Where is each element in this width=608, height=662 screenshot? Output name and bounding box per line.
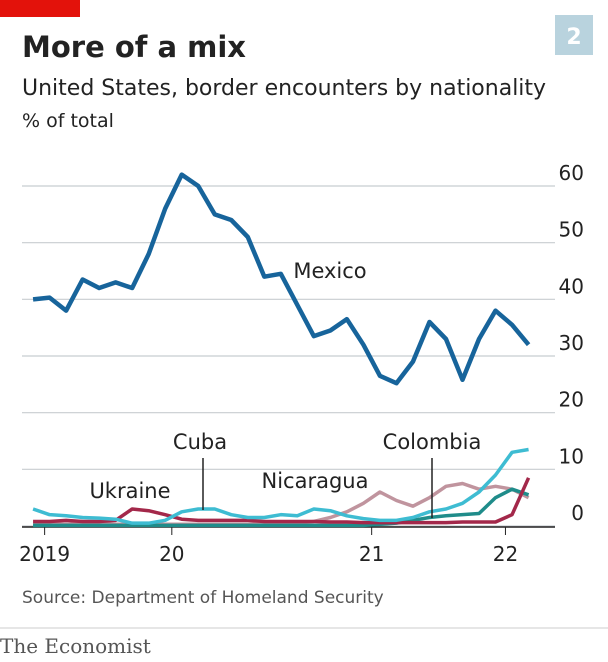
badge: 2 <box>566 25 581 50</box>
y-tick-label: 60 <box>559 161 584 185</box>
y-tick-label: 40 <box>559 274 584 298</box>
series-label: Colombia <box>383 430 482 454</box>
y-tick-label: 50 <box>559 218 584 242</box>
series-line <box>32 447 529 525</box>
y-tick-label: 10 <box>559 444 584 468</box>
x-tick-label: 20 <box>159 542 184 566</box>
series-label: Mexico <box>293 259 366 283</box>
brand: The Economist <box>0 634 151 658</box>
badge-box <box>555 15 593 55</box>
x-tick-label: 21 <box>359 542 384 566</box>
series-line <box>33 487 530 528</box>
y-tick-label: 30 <box>559 331 584 355</box>
y-tick-label: 20 <box>559 388 584 412</box>
chart-title: More of a mix <box>22 30 246 64</box>
y-tick-label: 0 <box>571 501 584 525</box>
brand-tag <box>0 0 80 17</box>
plot: 0 10 20 30 40 50 60 2019 20 21 22 Nicaragua Colombia… <box>19 161 584 566</box>
series-label: Cuba <box>173 430 227 454</box>
x-tick-label: 22 <box>493 542 518 566</box>
series-label: Nicaragua <box>262 469 369 493</box>
series-line <box>32 172 531 386</box>
source: Source: Department of Homeland Security <box>22 588 384 608</box>
series-label: Ukraine <box>89 479 170 503</box>
subtitle: United States, border encounters by nati… <box>22 76 546 101</box>
x-tick-label: 2019 <box>19 542 70 566</box>
unit-label: % of total <box>22 110 114 132</box>
